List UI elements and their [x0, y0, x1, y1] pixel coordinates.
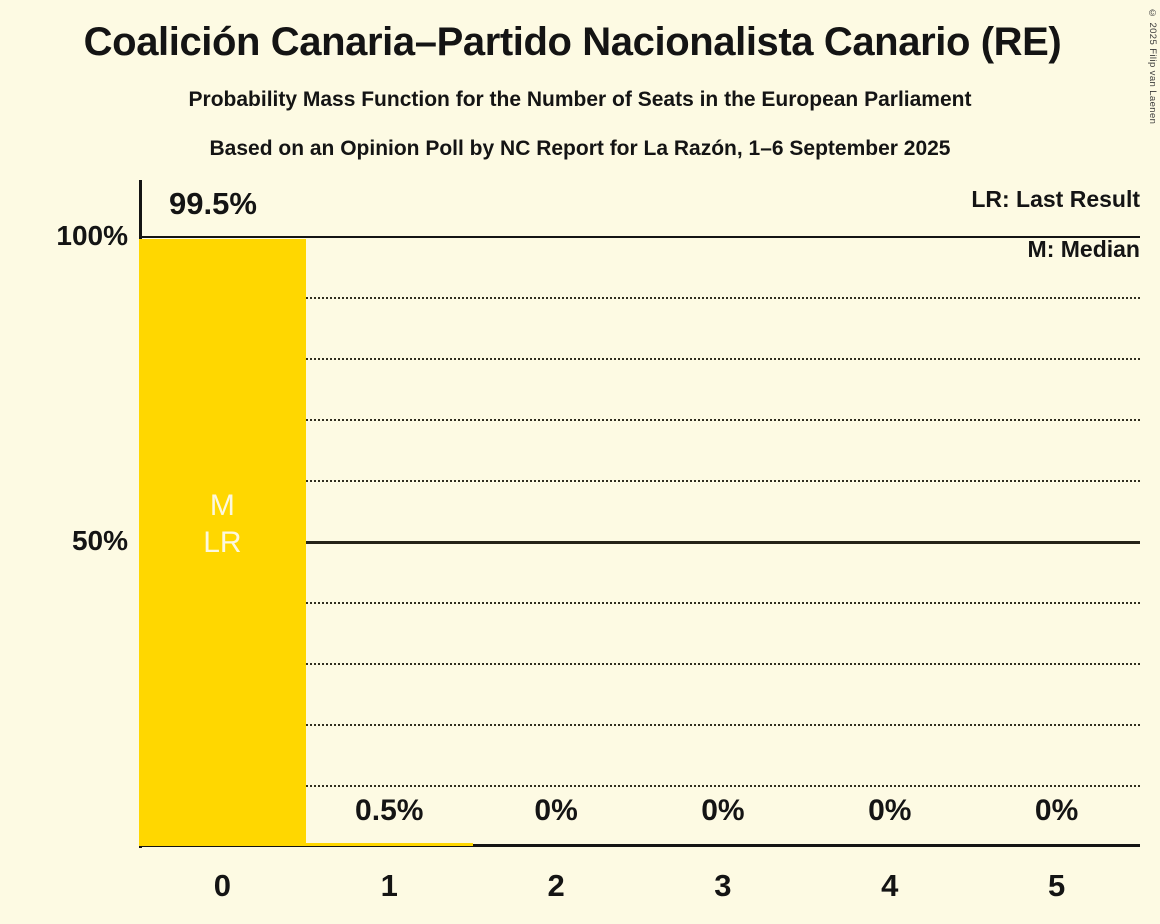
- y-axis-tick-100pct: 100%: [56, 220, 128, 251]
- gridline-80pct: [139, 358, 1140, 360]
- gridline-30pct: [139, 663, 1140, 665]
- x-axis-tick-0: 0: [213, 868, 232, 903]
- bar-value-label-4: 0%: [868, 794, 912, 827]
- legend-median: M: Median: [1027, 236, 1140, 262]
- x-axis-tick-4: 4: [881, 868, 899, 903]
- x-axis-tick-2: 2: [547, 868, 565, 903]
- bar-value-label-1: 0.5%: [355, 794, 424, 827]
- gridline-10pct: [139, 785, 1140, 787]
- bar-value-label-5: 0%: [1034, 794, 1079, 827]
- gridline-90pct: [139, 297, 1140, 299]
- gridline-40pct: [139, 602, 1140, 604]
- bar-value-label-0: 99.5%: [169, 186, 257, 221]
- gridline-100pct: [139, 236, 1140, 238]
- bar-seats-0: [139, 239, 306, 846]
- gridline-70pct: [139, 419, 1140, 421]
- x-axis-tick-5: 5: [1047, 868, 1066, 903]
- bar-value-label-3: 0%: [701, 794, 745, 827]
- bar-value-label-2: 0%: [534, 794, 578, 827]
- x-axis-tick-1: 1: [380, 868, 398, 903]
- x-axis-tick-3: 3: [714, 868, 732, 903]
- copyright-notice: © 2025 Filip van Laenen: [1147, 8, 1158, 125]
- gridline-50pct: [139, 541, 1140, 544]
- chart-subtitle: Probability Mass Function for the Number…: [188, 88, 972, 111]
- legend-last-result: LR: Last Result: [971, 186, 1140, 212]
- y-axis-tick-50pct: 50%: [71, 525, 128, 556]
- chart-source-subtitle: Based on an Opinion Poll by NC Report fo…: [209, 137, 951, 160]
- page-title: Coalición Canaria–Partido Nacionalista C…: [83, 20, 1062, 64]
- x-axis-line: [139, 844, 1140, 847]
- bar-seats-1: [305, 842, 473, 846]
- gridline-20pct: [139, 724, 1140, 726]
- gridline-60pct: [139, 480, 1140, 482]
